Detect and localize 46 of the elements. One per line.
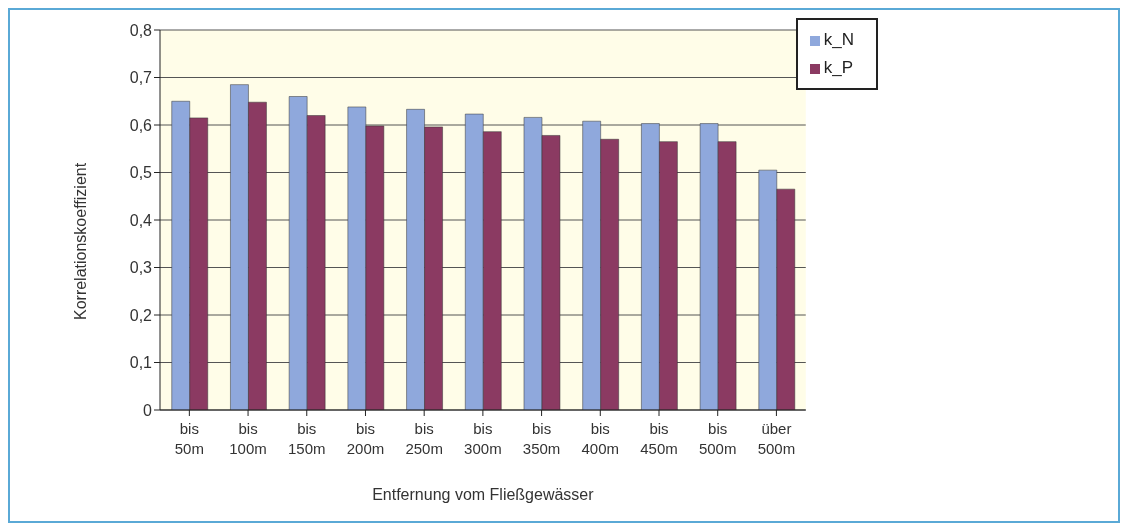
bar: [288, 96, 308, 410]
bar: [776, 188, 796, 410]
bar: [171, 101, 190, 410]
bar: [189, 117, 208, 410]
legend-label: k_N: [823, 30, 854, 49]
bar: [306, 115, 326, 410]
bar: [659, 141, 678, 410]
y-tick-label: 0,6: [129, 116, 153, 134]
bar: [523, 117, 543, 410]
x-tick-label: bis 50m: [174, 420, 204, 457]
bar: [230, 84, 249, 410]
x-tick-label: bis 250m: [405, 420, 443, 457]
x-tick-label: bis 150m: [288, 420, 326, 457]
bar: [483, 131, 502, 410]
bar: [347, 106, 367, 410]
y-tick-label: 0,5: [129, 164, 153, 182]
bar: [406, 109, 425, 410]
x-axis-title: Entfernung vom Fließgewässer: [372, 486, 595, 503]
y-tick-label: 0,2: [129, 306, 153, 324]
bar: [717, 141, 737, 410]
x-tick-label: bis 450m: [640, 420, 678, 457]
y-tick-label: 0,3: [129, 259, 153, 277]
bar: [424, 126, 443, 410]
y-tick-label: 0,7: [129, 69, 153, 87]
bar: [541, 135, 561, 410]
bar: [600, 139, 619, 410]
bar: [582, 120, 601, 410]
x-tick-label: bis 100m: [229, 420, 267, 457]
y-tick-label: 0,8: [129, 21, 153, 39]
bar: [465, 113, 484, 410]
bar: [248, 101, 267, 410]
y-tick-label: 0,4: [129, 211, 153, 229]
x-tick-label: bis 350m: [522, 420, 561, 457]
y-axis-title: Korrelationskoeffizient: [71, 162, 89, 320]
x-tick-label: bis 300m: [464, 420, 502, 457]
legend-label: k_P: [823, 58, 854, 77]
x-tick-label: bis 400m: [581, 420, 620, 457]
bar: [758, 169, 778, 410]
bar: [699, 123, 719, 410]
y-tick-label: 0,1: [129, 354, 153, 372]
bar: [641, 123, 660, 410]
y-tick-label: 0: [143, 401, 153, 419]
bar: [365, 125, 385, 410]
x-tick-label: bis 500m: [698, 420, 737, 457]
x-tick-label: über 500m: [757, 420, 796, 457]
x-tick-label: bis 200m: [346, 420, 385, 457]
